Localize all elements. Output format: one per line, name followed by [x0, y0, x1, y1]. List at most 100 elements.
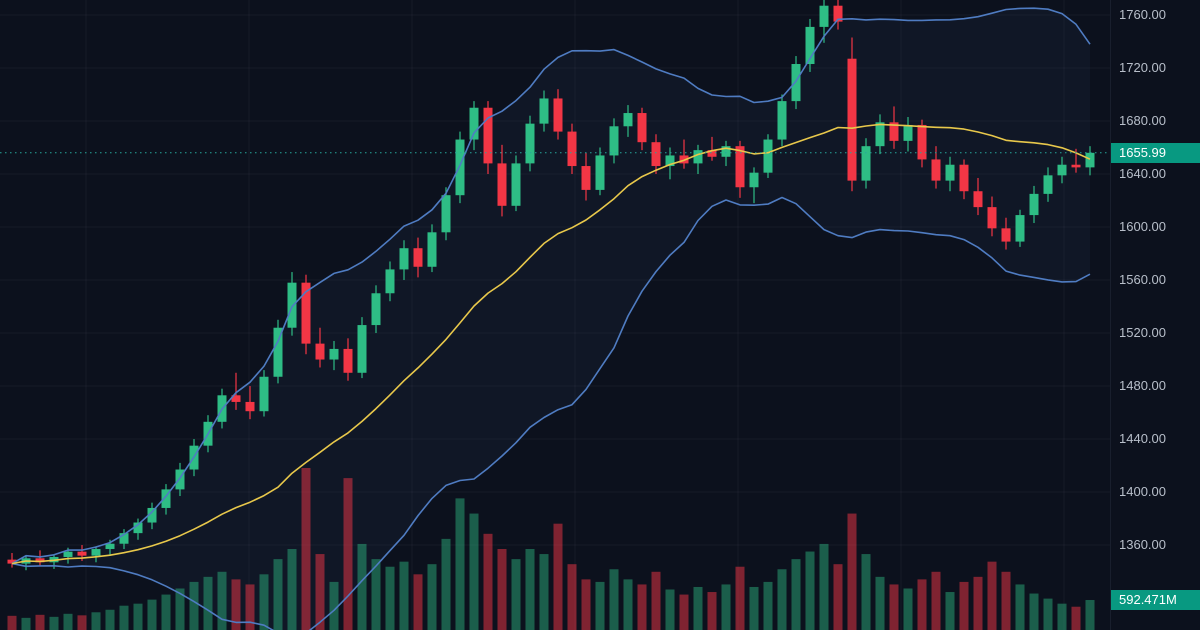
candle-body	[1029, 193, 1039, 216]
candle-body	[693, 150, 703, 164]
candle-body	[945, 164, 955, 181]
volume-bar	[441, 538, 451, 630]
volume-bar	[287, 549, 297, 630]
candle-body	[833, 5, 843, 22]
volume-bar	[581, 579, 591, 630]
volume-bar	[133, 603, 143, 630]
volume-bar	[651, 571, 661, 630]
volume-bar	[959, 581, 969, 630]
volume-bar	[749, 586, 759, 630]
volume-bar	[343, 478, 353, 630]
volume-bar	[469, 513, 479, 630]
volume-bar	[427, 564, 437, 630]
volume-bar	[679, 594, 689, 630]
price-axis-tick: 1520.00	[1119, 325, 1166, 341]
volume-bar	[1015, 584, 1025, 630]
candle-body	[1015, 215, 1025, 242]
candle-body	[847, 58, 857, 181]
volume-bar	[595, 581, 605, 630]
candle-body	[399, 248, 409, 270]
candle-body	[819, 5, 829, 27]
candle-body	[371, 293, 381, 326]
candle-wick	[683, 139, 685, 169]
volume-bar	[805, 551, 815, 630]
candle-body	[175, 469, 185, 490]
volume-bar	[315, 554, 325, 630]
volume-bar	[791, 559, 801, 630]
volume-bar	[693, 586, 703, 630]
volume-bar	[245, 584, 255, 630]
volume-bar	[161, 594, 171, 630]
candle-series	[7, 0, 1095, 571]
volume-bar	[371, 559, 381, 630]
volume-bar	[1071, 606, 1081, 630]
candle-body	[637, 113, 647, 143]
volume-series	[7, 468, 1095, 630]
candle-body	[679, 155, 689, 164]
volume-bar	[1029, 593, 1039, 630]
candle-body	[791, 64, 801, 102]
volume-bar	[203, 576, 213, 630]
candle-body	[483, 107, 493, 164]
candle-body	[161, 489, 171, 508]
bollinger-band-fill	[12, 8, 1090, 630]
candle-body	[427, 232, 437, 267]
candle-body	[917, 124, 927, 160]
volume-bar	[539, 554, 549, 630]
candle-body	[1057, 164, 1067, 176]
price-axis-tick: 1600.00	[1119, 219, 1166, 234]
volume-bar	[525, 549, 535, 630]
candle-body	[1001, 228, 1011, 242]
candle-body	[287, 282, 297, 328]
candle-body	[441, 195, 451, 233]
volume-bar	[329, 581, 339, 630]
volume-bar	[945, 592, 955, 630]
volume-bar	[903, 588, 913, 630]
volume-bar	[189, 581, 199, 630]
candle-body	[105, 543, 115, 550]
candle-body	[805, 26, 815, 65]
volume-bar	[175, 588, 185, 630]
candle-body	[931, 159, 941, 181]
volume-bar	[819, 543, 829, 630]
candle-body	[651, 142, 661, 167]
candle-body	[721, 146, 731, 157]
candle-body	[385, 269, 395, 294]
candle-body	[301, 282, 311, 344]
candle-body	[147, 507, 157, 523]
candle-body	[875, 122, 885, 147]
price-chart-canvas[interactable]	[0, 0, 1110, 630]
candle-body	[665, 155, 675, 167]
volume-bar	[1043, 598, 1053, 630]
candle-wick	[1075, 148, 1077, 173]
price-axis-tick: 1640.00	[1119, 165, 1166, 181]
candle-body	[1085, 152, 1095, 168]
candle-body	[777, 101, 787, 140]
volume-bar	[91, 612, 101, 630]
price-axis-tick: 1560.00	[1119, 272, 1166, 287]
candle-body	[959, 164, 969, 192]
volume-bar	[511, 559, 521, 630]
candle-body	[497, 163, 507, 206]
candle-body	[623, 113, 633, 127]
chart-pane[interactable]	[0, 0, 1110, 630]
volume-bar	[273, 559, 283, 630]
price-axis-tick: 1760.00	[1119, 6, 1166, 22]
volume-bar	[77, 615, 87, 630]
candle-body	[329, 348, 339, 360]
price-axis-tick: 1680.00	[1119, 112, 1166, 128]
volume-bar	[497, 549, 507, 630]
candle-body	[259, 376, 269, 412]
candle-body	[413, 248, 423, 267]
volume-bar	[777, 569, 787, 630]
candle-body	[539, 98, 549, 124]
volume-bar	[7, 615, 17, 630]
volume-bar	[707, 592, 717, 630]
candle-body	[1043, 175, 1053, 194]
candle-wick	[235, 372, 237, 410]
candle-body	[903, 124, 913, 141]
candle-body	[1071, 164, 1081, 168]
price-axis[interactable]: 1655.99 592.471M 1760.00 1720.00 1680.00 16…	[1110, 0, 1200, 630]
candle-wick	[39, 550, 41, 567]
